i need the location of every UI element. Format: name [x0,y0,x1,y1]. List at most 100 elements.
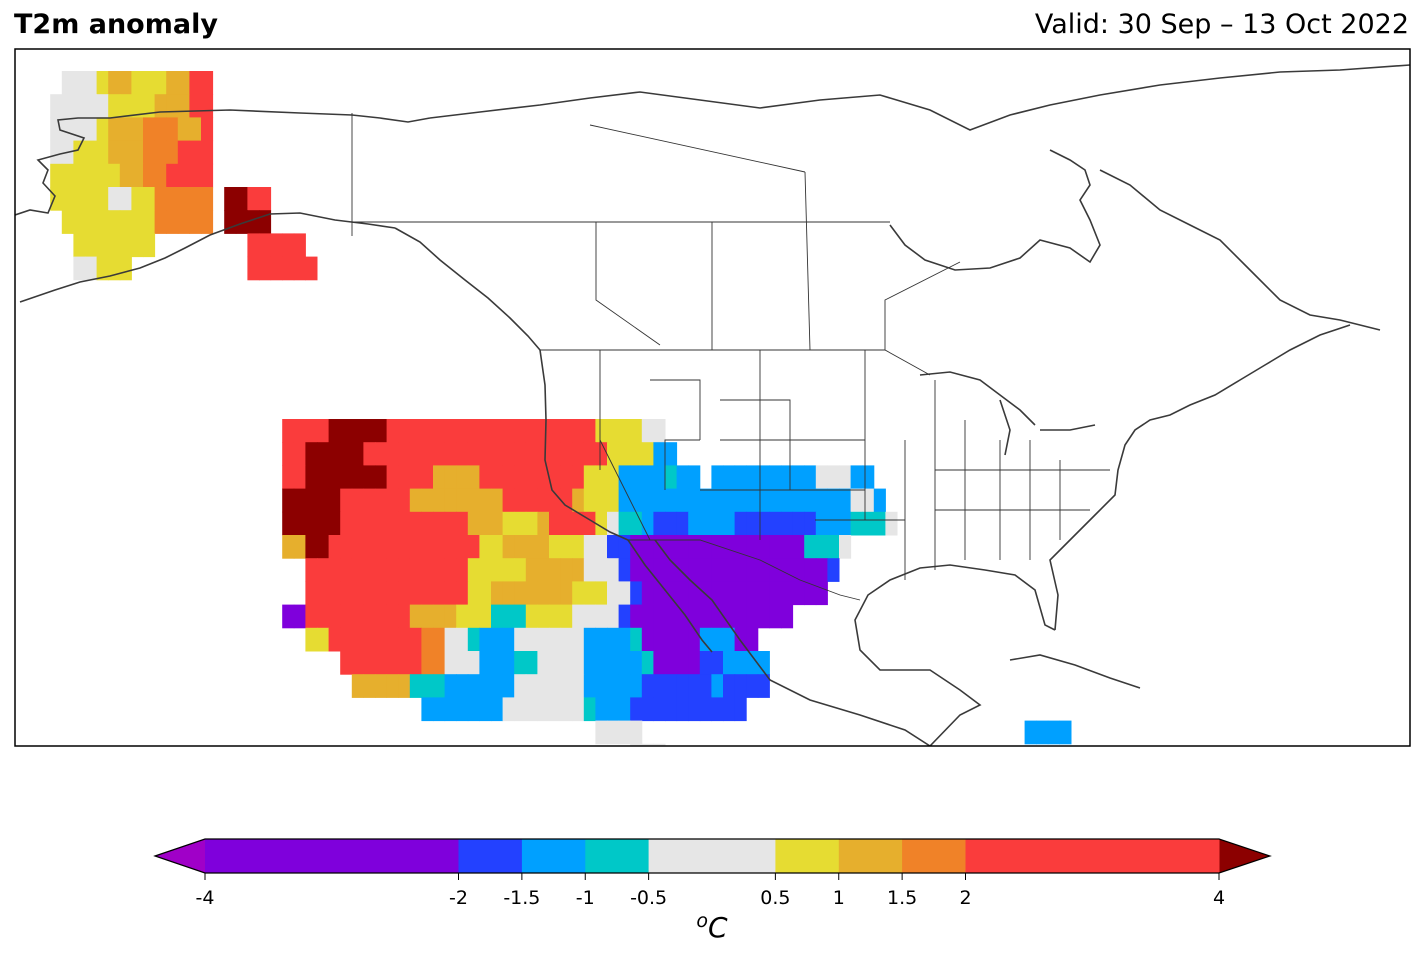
grid-cell [699,651,712,675]
grid-cell [583,627,596,652]
grid-cell [398,581,411,606]
grid-cell [479,488,492,513]
grid-cell [491,488,504,513]
anomaly-grid [50,71,1072,746]
grid-cell [630,697,643,722]
grid-cell [351,581,364,606]
grid-cell [305,419,318,443]
grid-cell [433,511,446,536]
grid-cell [630,627,643,652]
us-west-coastline [539,349,629,541]
grid-cell [247,210,260,234]
grid-cell [119,71,132,95]
alaska-coastline [15,109,431,216]
grid-cell [873,511,886,536]
grid-cell [607,697,620,722]
grid-cell [177,163,190,188]
grid-cell [398,604,411,629]
grid-cell [421,442,434,466]
grid-cell [653,558,666,582]
grid-cell [595,419,608,443]
grid-cell [630,558,643,582]
grid-cell [746,488,759,513]
grid-cell [340,442,353,466]
grid-cell [514,651,527,675]
grid-cell [630,442,643,466]
grid-cell [398,535,411,559]
grid-cell [502,511,515,536]
grid-cell [1036,720,1049,745]
grid-cell [293,535,306,559]
grid-cell [572,558,585,582]
grid-cell [421,535,434,559]
grid-cell [769,558,782,582]
grid-cell [444,651,457,675]
grid-cell [525,581,538,606]
grid-cell [757,535,770,559]
grid-cell [537,674,550,698]
grid-cell [409,419,422,443]
grid-cell [375,488,388,513]
grid-cell [433,488,446,513]
grid-cell [688,604,701,629]
grid-cell [328,581,341,606]
grid-cell [328,511,341,536]
grid-cell [769,535,782,559]
grid-cell [119,256,132,281]
grid-cell [618,604,631,629]
grid-cell [549,511,562,536]
grid-cell [340,627,353,652]
grid-cell [711,581,724,606]
grid-cell [572,651,585,675]
grid-cell [375,442,388,466]
grid-cell [572,697,585,722]
grid-cell [119,117,132,142]
grid-cell [317,627,330,652]
grid-cell [386,581,399,606]
grid-cell [560,535,573,559]
grid-cell [456,604,469,629]
grid-cell [734,511,747,536]
grid-cell [467,604,480,629]
grid-cell [804,581,817,606]
grid-cell [699,627,712,652]
cuba-coastline [1009,654,1141,689]
grid-cell [143,233,156,258]
grid-cell [247,256,260,281]
grid-cell [827,465,840,490]
grid-cell [537,627,550,652]
grid-cell [630,674,643,698]
grid-cell [409,535,422,559]
grid-cell [351,442,364,466]
grid-cell [351,535,364,559]
grid-cell [85,163,98,188]
grid-cell [525,674,538,698]
grid-cell [119,210,132,234]
grid-cell [131,233,144,258]
grid-cell [363,674,376,698]
grid-cell [224,187,237,211]
grid-cell [85,140,98,165]
grid-cell [444,674,457,698]
grid-cell [653,697,666,722]
grid-cell [119,163,132,188]
grid-cell [549,535,562,559]
grid-cell [757,674,770,698]
grid-cell [607,488,620,513]
grid-cell [688,488,701,513]
grid-cell [641,419,654,443]
grid-cell [491,465,504,490]
grid-cell [305,558,318,582]
colorbar-segment [458,839,523,873]
grid-cell [50,94,63,118]
grid-cell [201,94,214,118]
grid-cell [665,465,678,490]
grid-cell [456,465,469,490]
grid-cell [769,511,782,536]
grid-cell [189,163,202,188]
grid-cell [363,651,376,675]
grid-cell [50,163,63,188]
grid-cell [491,581,504,606]
grid-cell [363,465,376,490]
grid-cell [351,651,364,675]
